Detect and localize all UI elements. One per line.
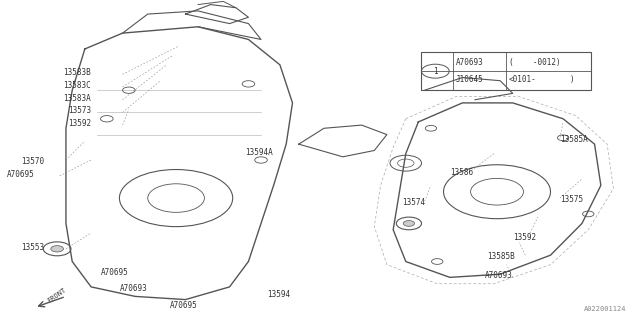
Text: 13586: 13586 [450, 168, 473, 177]
Text: -0012): -0012) [519, 58, 561, 67]
Text: 13583C: 13583C [63, 81, 91, 90]
Text: A70695: A70695 [100, 268, 128, 277]
Text: 13553: 13553 [20, 243, 44, 252]
Text: A70695: A70695 [7, 170, 35, 179]
Text: 13585A: 13585A [560, 135, 588, 144]
Text: 13594: 13594 [268, 290, 291, 299]
Bar [422, 52, 591, 90]
Text: (: ( [508, 58, 513, 67]
Text: A70693: A70693 [120, 284, 147, 293]
Text: 13585B: 13585B [488, 252, 515, 261]
Text: 1: 1 [433, 67, 438, 76]
Text: <0101-: <0101- [508, 75, 536, 84]
Text: FRONT: FRONT [46, 286, 67, 303]
Text: A70693: A70693 [456, 58, 484, 67]
Text: 13574: 13574 [403, 198, 426, 207]
Text: ): ) [570, 75, 574, 84]
Text: J10645: J10645 [456, 75, 484, 84]
Circle shape [403, 220, 415, 226]
Text: 13592: 13592 [68, 119, 91, 128]
Text: 13592: 13592 [513, 233, 536, 242]
Text: A022001124: A022001124 [584, 306, 626, 312]
Circle shape [51, 246, 63, 252]
Text: 13575: 13575 [560, 195, 583, 204]
Text: 13594A: 13594A [245, 148, 273, 156]
Text: A70695: A70695 [170, 301, 198, 310]
Text: 13573: 13573 [68, 106, 91, 115]
Text: 13570: 13570 [20, 157, 44, 166]
Text: 13583A: 13583A [63, 94, 91, 103]
Text: 13583B: 13583B [63, 68, 91, 77]
Text: A70693: A70693 [484, 271, 512, 280]
